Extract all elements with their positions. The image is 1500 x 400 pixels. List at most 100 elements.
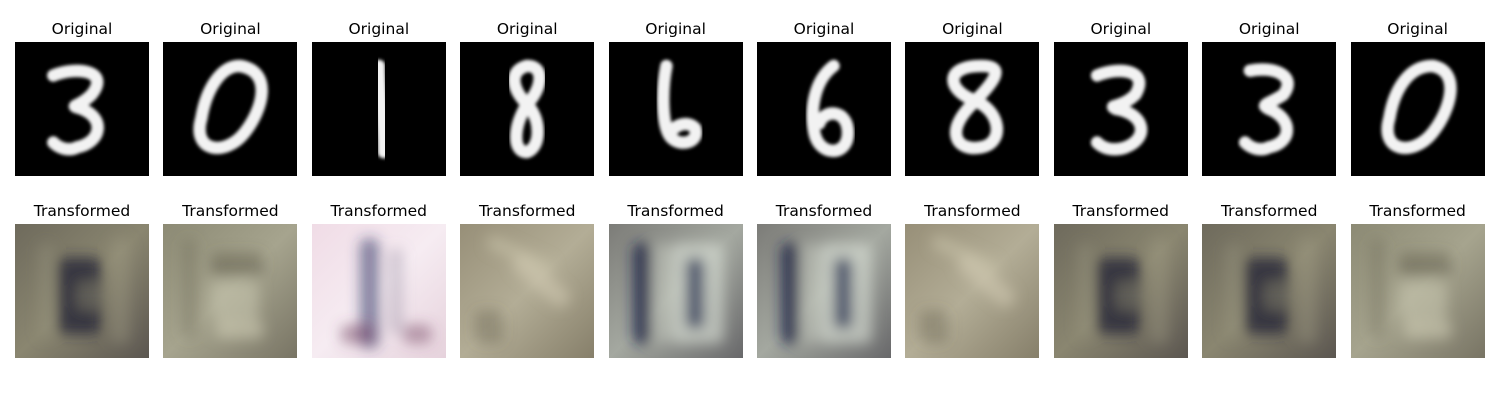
transformed-image — [163, 224, 298, 358]
original-digit-image — [608, 42, 743, 176]
transformed-title: Transformed — [182, 202, 279, 220]
original-digit-image — [163, 42, 298, 176]
image-blob — [780, 243, 801, 344]
original-cell: Original — [460, 16, 595, 176]
original-digit-image — [311, 42, 446, 176]
image-blob — [1403, 319, 1452, 339]
transformed-title: Transformed — [775, 202, 873, 220]
transformed-image — [1053, 224, 1188, 358]
transformed-cell: Transformed — [1202, 198, 1337, 358]
image-blob — [110, 238, 130, 344]
digit-stroke — [193, 59, 269, 155]
original-title: Original — [645, 20, 706, 38]
transformed-title: Transformed — [1369, 202, 1466, 220]
image-blob — [77, 281, 102, 311]
image-blob — [182, 238, 197, 339]
image-blob — [957, 255, 1016, 308]
image-blob — [632, 243, 652, 344]
transformed-image — [1202, 224, 1337, 358]
transformed-cell: Transformed — [757, 198, 891, 358]
image-blob — [1149, 238, 1169, 344]
original-cell: Original — [1350, 16, 1485, 176]
image-blob — [1369, 238, 1385, 339]
digit-stroke — [508, 59, 546, 159]
image-blob — [1264, 281, 1289, 311]
transformed-image — [757, 224, 891, 358]
original-digit-image — [905, 42, 1040, 176]
original-cell: Original — [15, 16, 149, 176]
digit-stroke — [947, 59, 1004, 155]
original-digit-image — [757, 42, 891, 176]
image-blob — [685, 257, 705, 330]
transformed-cell: Transformed — [15, 198, 149, 358]
original-row: Original Original Original Original Original… — [15, 16, 1490, 196]
image-blob — [402, 324, 432, 344]
digit-stroke — [1381, 59, 1457, 155]
transformed-cell: Transformed — [608, 198, 743, 358]
image-blob — [800, 243, 820, 344]
image-blob — [359, 238, 379, 349]
transformed-image — [15, 224, 149, 358]
transformed-title: Transformed — [627, 202, 724, 220]
original-digit-image — [460, 42, 595, 176]
image-blob — [38, 243, 54, 339]
original-title: Original — [942, 20, 1003, 38]
original-title: Original — [200, 20, 261, 38]
original-title: Original — [1238, 20, 1300, 38]
image-blob — [1297, 238, 1318, 344]
image-blob — [1398, 281, 1447, 320]
image-blob — [388, 247, 403, 335]
original-title: Original — [793, 20, 855, 38]
original-cell: Original — [905, 16, 1040, 176]
original-title: Original — [348, 20, 410, 38]
original-cell: Original — [1053, 16, 1188, 176]
original-digit-image — [1202, 42, 1337, 176]
image-blob — [1226, 243, 1241, 339]
image-blob — [651, 243, 671, 344]
transformed-cell: Transformed — [905, 198, 1040, 358]
digit-stroke — [806, 59, 855, 157]
original-digit-image — [15, 42, 149, 176]
image-blob — [211, 281, 260, 320]
transformed-title: Transformed — [330, 202, 428, 220]
original-title: Original — [51, 20, 113, 38]
transformed-image — [1350, 224, 1485, 358]
transformed-title: Transformed — [924, 202, 1021, 220]
original-title: Original — [496, 20, 558, 38]
transformed-image — [460, 224, 595, 358]
image-blob — [1116, 281, 1140, 311]
transformed-image — [311, 224, 446, 358]
transformed-cell: Transformed — [163, 198, 298, 358]
digit-stroke — [1090, 64, 1148, 156]
image-blob — [919, 310, 949, 344]
transformed-image — [608, 224, 743, 358]
digit-stroke — [656, 59, 702, 149]
original-cell: Original — [608, 16, 743, 176]
original-digit-image — [1053, 42, 1188, 176]
transformed-cell: Transformed — [460, 198, 595, 358]
transformed-cell: Transformed — [311, 198, 446, 358]
transformed-row: Transformed Transformed Transformed Transfo… — [15, 198, 1490, 378]
image-blob — [216, 319, 264, 339]
image-blob — [1398, 252, 1452, 277]
image-blob — [833, 257, 853, 330]
image-blob — [486, 235, 554, 275]
image-blob — [211, 252, 264, 277]
digit-stroke — [47, 64, 104, 156]
original-digit-image — [1350, 42, 1485, 176]
original-cell: Original — [163, 16, 298, 176]
transformed-cell: Transformed — [1053, 198, 1188, 358]
image-blob — [932, 235, 999, 275]
original-cell: Original — [757, 16, 891, 176]
original-title: Original — [1387, 20, 1448, 38]
digit-stroke — [1239, 63, 1294, 156]
transformed-title: Transformed — [1220, 202, 1318, 220]
transformed-cell: Transformed — [1350, 198, 1485, 358]
digit-stroke — [372, 59, 390, 159]
image-blob — [512, 255, 571, 308]
transformed-title: Transformed — [1072, 202, 1170, 220]
image-blob — [340, 324, 375, 344]
transformed-title: Transformed — [33, 202, 131, 220]
image-blob — [1077, 243, 1093, 339]
original-title: Original — [1090, 20, 1152, 38]
